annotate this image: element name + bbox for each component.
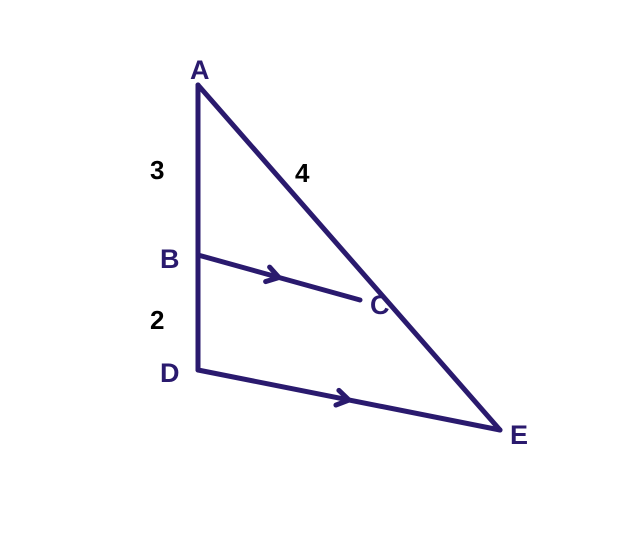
point-label-A: A xyxy=(190,55,210,86)
diagram-canvas: A B C D E 3 4 2 xyxy=(0,0,636,538)
measurement-2: 2 xyxy=(150,305,164,336)
point-label-C: C xyxy=(370,290,390,321)
point-label-B: B xyxy=(160,244,180,275)
measurement-1: 4 xyxy=(295,158,309,189)
geometry-svg xyxy=(0,0,636,538)
point-label-D: D xyxy=(160,358,180,389)
measurement-0: 3 xyxy=(150,155,164,186)
point-label-E: E xyxy=(510,420,528,451)
